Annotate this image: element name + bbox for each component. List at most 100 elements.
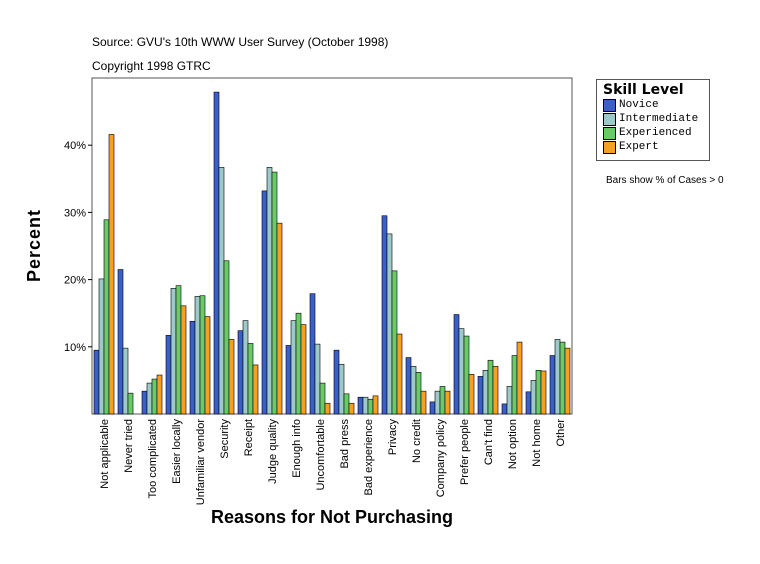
legend-swatch <box>603 112 616 126</box>
note-text: Bars show % of Cases > 0 <box>606 175 724 186</box>
x-tick-label: Enough info <box>291 419 303 478</box>
bar-expert <box>420 390 427 415</box>
bar-experienced <box>463 335 470 415</box>
x-tick-label: Company policy <box>435 419 447 498</box>
bar-novice <box>333 349 340 415</box>
x-tick-label: Can't find <box>483 419 495 465</box>
bar-experienced <box>487 359 494 415</box>
x-tick-label: Never tried <box>123 419 135 473</box>
bar-novice <box>429 401 436 415</box>
bar-expert <box>228 339 235 415</box>
legend-label: Intermediate <box>619 113 699 125</box>
bar-novice <box>261 190 268 415</box>
bar-intermediate <box>362 396 369 415</box>
bar-intermediate <box>242 320 249 415</box>
bar-expert <box>516 341 523 415</box>
bar-novice <box>93 349 100 415</box>
legend-item: Novice <box>603 98 709 112</box>
bar-expert <box>492 365 499 415</box>
bar-expert <box>540 370 547 415</box>
legend-title: Skill Level <box>603 82 684 98</box>
x-tick-label: Uncomfortable <box>315 419 327 491</box>
bar-expert <box>300 324 307 415</box>
bar-intermediate <box>434 390 441 415</box>
bar-novice <box>213 91 220 415</box>
bar-intermediate <box>554 339 561 415</box>
bar-novice <box>525 391 532 415</box>
bar-intermediate <box>194 296 201 415</box>
bar-novice <box>501 403 508 415</box>
legend-label: Novice <box>619 99 659 111</box>
bar-experienced <box>151 378 158 415</box>
bar-expert <box>564 347 571 415</box>
bar-intermediate <box>98 278 105 415</box>
legend-label: Experienced <box>619 127 692 139</box>
bar-experienced <box>319 382 326 415</box>
bar-novice <box>405 357 412 415</box>
bar-novice <box>309 293 316 415</box>
y-tick-label: 40% <box>64 140 86 152</box>
bar-intermediate <box>314 343 321 415</box>
bar-intermediate <box>482 370 489 415</box>
bar-experienced <box>439 386 446 415</box>
bar-novice <box>477 376 484 415</box>
x-tick-label: Too complicated <box>147 419 159 499</box>
bar-intermediate <box>218 167 225 415</box>
bar-experienced <box>103 219 110 415</box>
source-text: Source: GVU's 10th WWW User Survey (Octo… <box>92 35 389 49</box>
x-tick-label: Privacy <box>387 419 399 456</box>
x-tick-label: Not applicable <box>99 419 111 489</box>
bar-expert <box>204 316 211 415</box>
bar-experienced <box>535 370 542 415</box>
bar-intermediate <box>386 233 393 415</box>
bar-experienced <box>295 312 302 415</box>
bar-intermediate <box>338 363 345 415</box>
y-tick-label: 20% <box>64 275 86 287</box>
y-tick-label: 10% <box>64 342 86 354</box>
bar-expert <box>324 402 331 415</box>
bar-intermediate <box>146 382 153 415</box>
x-tick-label: Bad press <box>339 419 351 469</box>
bar-expert <box>252 364 259 415</box>
bar-experienced <box>559 341 566 415</box>
bar-novice <box>141 390 148 415</box>
bar-novice <box>453 314 460 415</box>
x-axis-label: Reasons for Not Purchasing <box>210 507 454 527</box>
legend-label: Expert <box>619 141 659 153</box>
x-tick-label: Prefer people <box>459 419 471 485</box>
legend-swatch <box>603 126 616 140</box>
bar-intermediate <box>530 380 537 415</box>
bar-experienced <box>391 270 398 415</box>
x-tick-label: Other <box>555 419 567 447</box>
x-tick-label: Not home <box>531 419 543 467</box>
bar-experienced <box>223 260 230 415</box>
bar-novice <box>237 330 244 415</box>
bar-experienced <box>175 285 182 415</box>
bar-intermediate <box>290 320 297 415</box>
legend: Skill Level Novice Intermediate Experience… <box>596 79 710 161</box>
bar-novice <box>117 269 124 415</box>
bar-expert <box>372 395 379 415</box>
bar-intermediate <box>170 288 177 415</box>
x-tick-label: Easier locally <box>171 419 183 484</box>
bar-experienced <box>247 343 254 415</box>
x-tick-label: Bad experience <box>363 419 375 495</box>
bar-novice <box>285 345 292 415</box>
bar-expert <box>108 134 115 415</box>
bar-expert <box>180 305 187 415</box>
x-tick-label: Not option <box>507 419 519 469</box>
bar-novice <box>381 215 388 415</box>
legend-swatch <box>603 98 616 112</box>
copyright-text: Copyright 1998 GTRC <box>92 59 211 73</box>
plot-area <box>91 77 573 415</box>
bar-novice <box>165 335 172 415</box>
legend-item: Expert <box>603 140 709 154</box>
bar-novice <box>357 396 364 415</box>
x-tick-label: Security <box>219 419 231 459</box>
bar-expert <box>276 222 283 415</box>
x-tick-label: Judge quality <box>267 419 279 484</box>
bar-intermediate <box>122 347 129 415</box>
legend-item: Intermediate <box>603 112 709 126</box>
x-tick-label: No credit <box>411 419 423 463</box>
bar-expert <box>396 333 403 415</box>
